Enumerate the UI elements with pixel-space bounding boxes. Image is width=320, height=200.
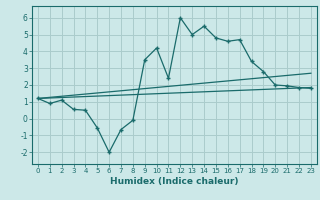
- X-axis label: Humidex (Indice chaleur): Humidex (Indice chaleur): [110, 177, 239, 186]
